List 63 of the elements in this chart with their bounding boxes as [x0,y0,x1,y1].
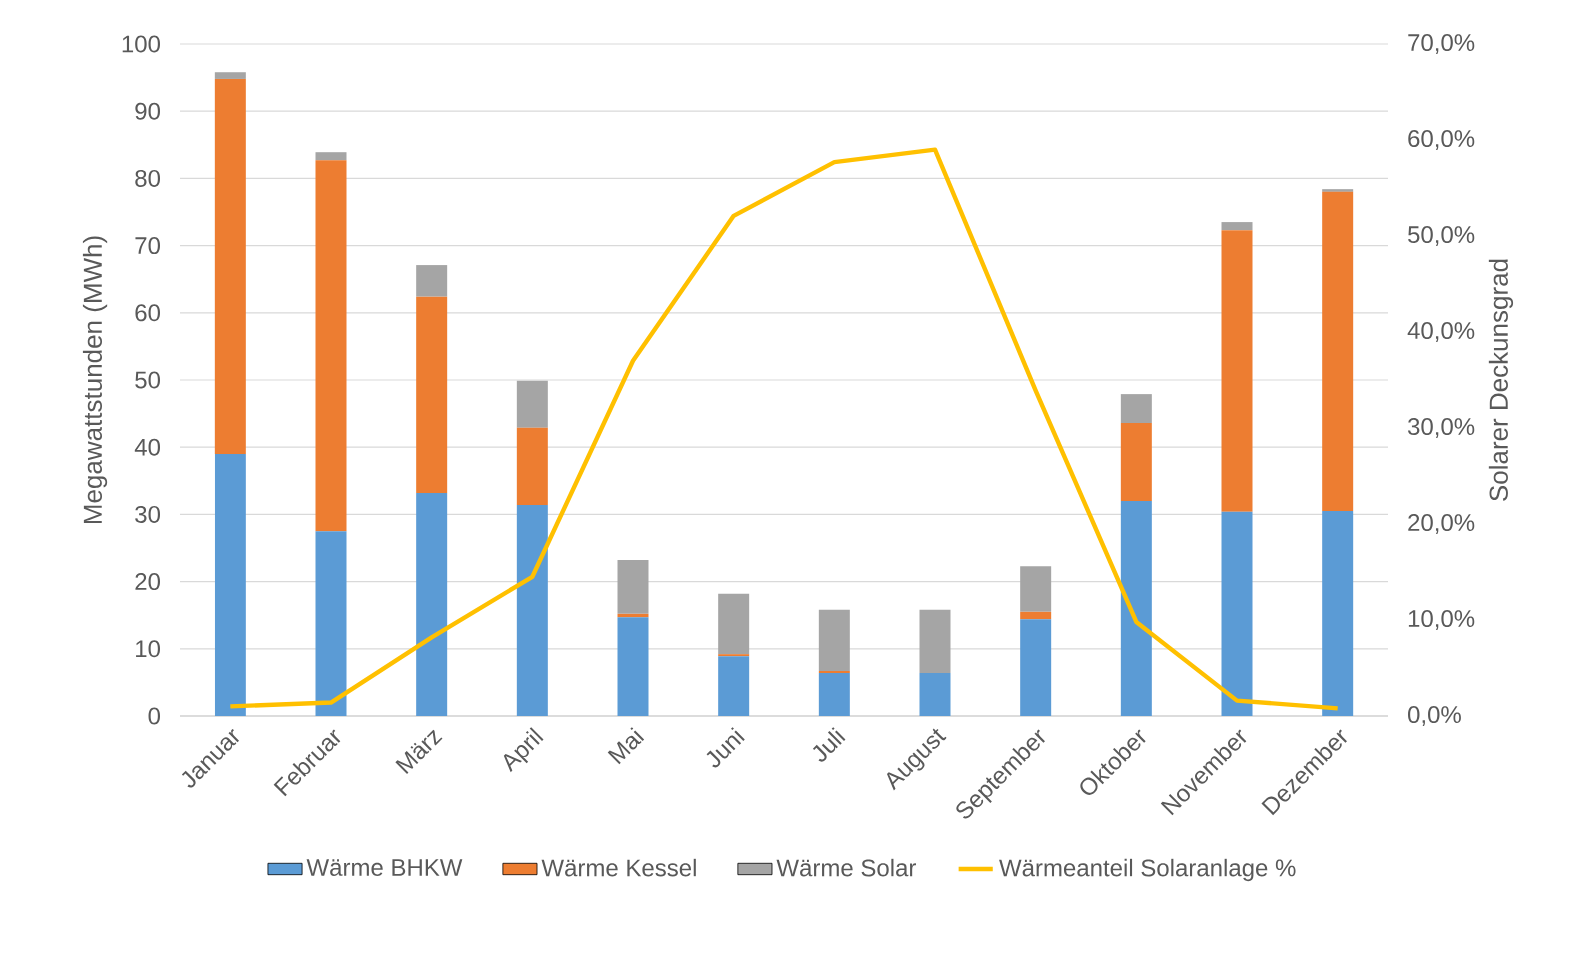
bar [1120,394,1152,424]
bar [818,609,850,671]
bar [1020,611,1052,620]
bar [416,296,448,493]
bar [1322,511,1354,716]
y-tick-label: 50 [135,371,161,389]
y-tick-label: 0 [148,707,161,725]
legend-label: Wärme Kessel [541,858,696,877]
bar [1322,191,1354,512]
y2-tick-label: 70,0% [1408,34,1475,54]
bar [1120,423,1152,501]
bar [315,160,347,532]
bar [214,78,246,454]
y-tick-label: 40 [134,438,161,456]
bar [718,654,750,657]
bar [315,531,347,716]
y2-tick-label: 10,0% [1408,610,1475,630]
bar [1221,222,1253,231]
bar [1221,230,1253,512]
bar [617,560,649,614]
bar [1020,619,1052,716]
bar [516,427,548,505]
bar [1120,500,1152,716]
legend-label: Wärmeanteil Solaranlage % [999,858,1296,882]
y2-tick-label: 0,0% [1408,706,1461,726]
y-tick-label: 60 [135,304,161,322]
x-tick-label: Mai [607,727,645,765]
y2-tick-label: 30,0% [1407,418,1475,438]
bar [718,593,750,655]
bar [617,617,649,716]
y2-tick-label: 40,0% [1407,322,1475,342]
bar [516,380,548,428]
bar [214,72,246,79]
legend-label: Wärme Solar [776,858,916,877]
legend-label: Wärme BHKW [306,859,463,876]
y2-axis-title: Solarer Deckunsgrad [1488,259,1514,501]
bar [818,670,850,673]
y-tick-label: 10 [136,640,161,658]
bar [919,672,951,716]
y-tick-label: 100 [122,35,160,53]
y-tick-label: 20 [135,573,161,591]
bar [214,453,246,716]
bar [718,656,750,716]
y2-tick-label: 20,0% [1408,514,1475,534]
y2-tick-label: 50,0% [1408,226,1475,246]
bar [1221,511,1253,716]
y2-tick-label: 60,0% [1408,130,1475,150]
bar [919,609,951,673]
x-tick-label: Juli [812,727,846,762]
bar [617,613,649,618]
bar [818,672,850,716]
y-tick-label: 90 [135,102,161,120]
bar [416,265,448,297]
bar [1020,566,1052,612]
y-axis-title: Megawattstunden (MWh) [82,236,108,524]
bar [416,492,448,716]
y-tick-label: 80 [135,169,161,187]
bar [1322,189,1354,192]
y-tick-label: 70 [135,237,161,255]
bar [315,152,347,161]
line-series [228,147,1340,711]
bar [516,504,548,716]
y-tick-label: 30 [135,505,161,523]
